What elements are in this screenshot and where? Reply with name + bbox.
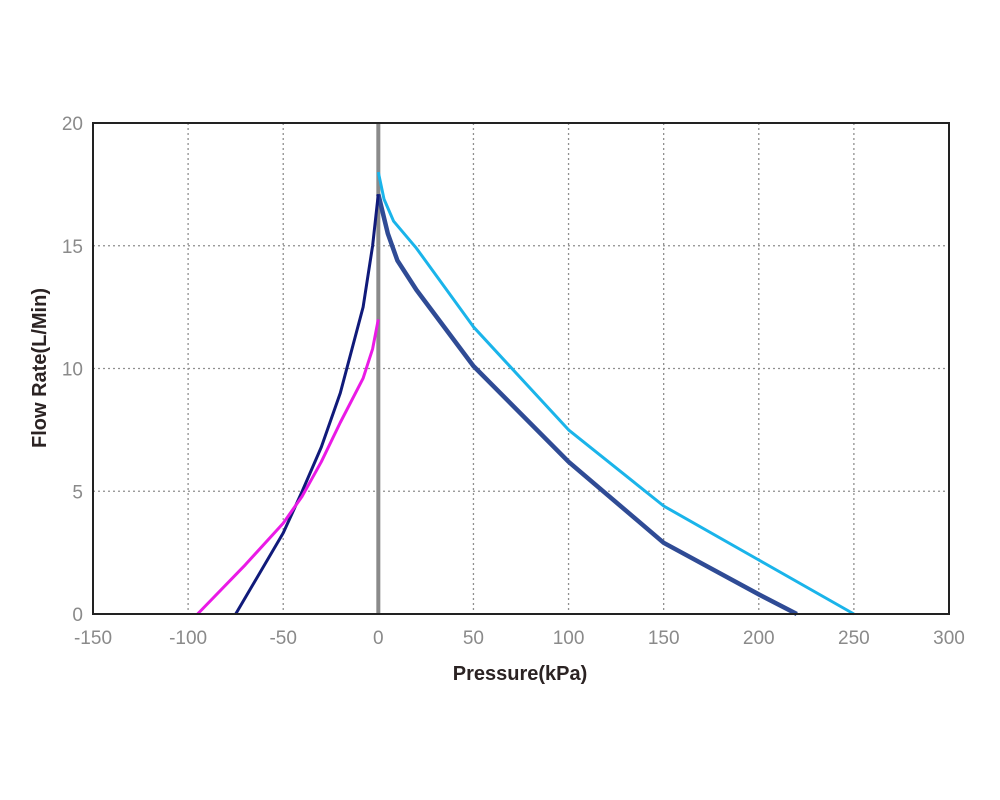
x-tick-label: 50	[463, 628, 484, 649]
x-axis-title: Pressure(kPa)	[453, 663, 588, 685]
y-axis-ticks: 0 5 10 15 20	[62, 114, 83, 626]
series-line-3	[234, 194, 380, 615]
y-axis-title: Flow Rate(L/Min)	[29, 288, 51, 448]
x-tick-label: 150	[648, 628, 680, 649]
x-tick-label: 0	[373, 628, 384, 649]
x-tick-label: -50	[269, 628, 296, 649]
x-tick-label: 100	[553, 628, 585, 649]
series-line-4	[196, 319, 380, 616]
series-line-1	[376, 171, 855, 616]
y-tick-label: 0	[72, 605, 83, 626]
x-axis-ticks: -150 -100 -50 0 50 100 150 200 250 300	[74, 628, 965, 649]
plot-frame	[92, 122, 950, 615]
x-tick-label: 250	[838, 628, 870, 649]
y-tick-label: 20	[62, 114, 83, 135]
y-tick-label: 15	[62, 237, 83, 258]
x-tick-label: -100	[169, 628, 207, 649]
grid-lines	[93, 123, 949, 614]
x-tick-label: 200	[743, 628, 775, 649]
y-tick-label: 5	[72, 482, 83, 503]
x-tick-label: 300	[933, 628, 965, 649]
y-tick-label: 10	[62, 360, 83, 381]
x-tick-label: -150	[74, 628, 112, 649]
series-lines	[196, 171, 855, 616]
series-line-2	[376, 193, 798, 616]
